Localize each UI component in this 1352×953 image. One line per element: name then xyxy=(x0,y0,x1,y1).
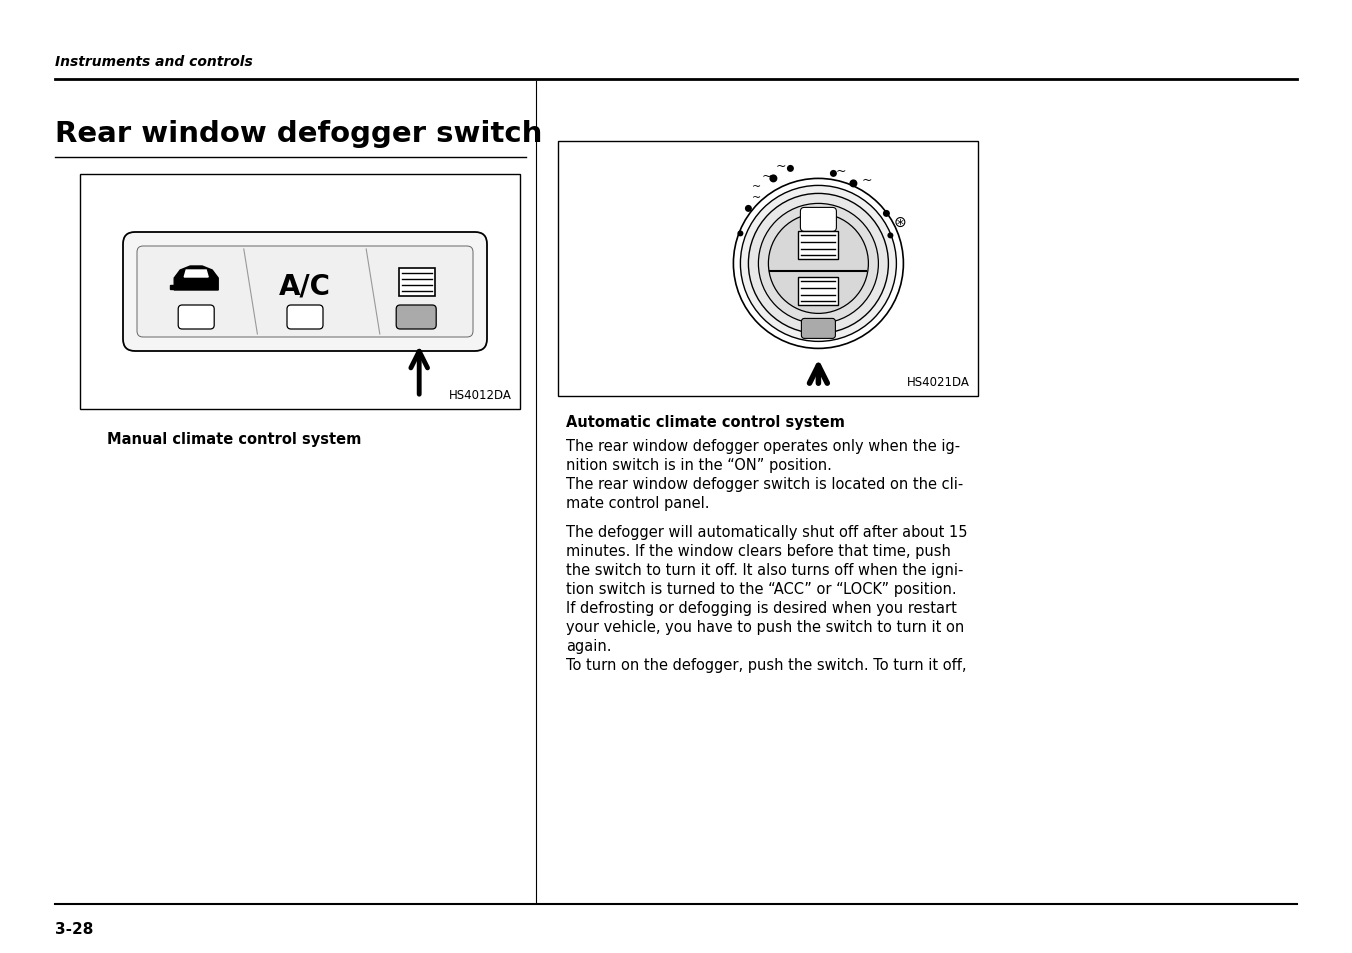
Text: ~: ~ xyxy=(836,165,845,177)
Text: the switch to turn it off. It also turns off when the igni-: the switch to turn it off. It also turns… xyxy=(566,562,964,578)
Text: If defrosting or defogging is desired when you restart: If defrosting or defogging is desired wh… xyxy=(566,600,957,616)
Text: again.: again. xyxy=(566,639,611,654)
Bar xyxy=(558,142,977,396)
FancyBboxPatch shape xyxy=(802,319,836,339)
Bar xyxy=(799,233,838,260)
Text: The defogger will automatically shut off after about 15: The defogger will automatically shut off… xyxy=(566,524,968,539)
Text: HS4012DA: HS4012DA xyxy=(449,389,512,401)
Circle shape xyxy=(830,171,837,177)
Circle shape xyxy=(883,211,890,217)
Circle shape xyxy=(733,179,903,349)
Circle shape xyxy=(769,175,777,183)
Circle shape xyxy=(768,214,868,314)
Text: The rear window defogger switch is located on the cli-: The rear window defogger switch is locat… xyxy=(566,476,963,492)
Text: ~: ~ xyxy=(761,170,772,183)
Text: Automatic climate control system: Automatic climate control system xyxy=(566,415,845,430)
FancyBboxPatch shape xyxy=(396,306,437,330)
Circle shape xyxy=(758,204,879,324)
Text: 3-28: 3-28 xyxy=(55,922,93,937)
Text: Manual climate control system: Manual climate control system xyxy=(107,432,361,447)
Circle shape xyxy=(741,186,896,342)
FancyBboxPatch shape xyxy=(123,233,487,352)
Text: tion switch is turned to the “ACC” or “LOCK” position.: tion switch is turned to the “ACC” or “L… xyxy=(566,581,957,597)
FancyBboxPatch shape xyxy=(800,208,837,233)
Polygon shape xyxy=(174,267,218,291)
Circle shape xyxy=(849,180,857,188)
Text: Instruments and controls: Instruments and controls xyxy=(55,55,253,69)
Text: minutes. If the window clears before that time, push: minutes. If the window clears before tha… xyxy=(566,543,950,558)
Text: A/C: A/C xyxy=(279,273,331,301)
FancyBboxPatch shape xyxy=(287,306,323,330)
FancyBboxPatch shape xyxy=(178,306,214,330)
Circle shape xyxy=(887,233,894,239)
Text: ⊛: ⊛ xyxy=(894,214,907,230)
Text: HS4021DA: HS4021DA xyxy=(907,375,969,389)
Bar xyxy=(80,174,521,410)
Text: nition switch is in the “ON” position.: nition switch is in the “ON” position. xyxy=(566,457,831,473)
Circle shape xyxy=(737,232,744,237)
FancyBboxPatch shape xyxy=(137,247,473,337)
Text: ~: ~ xyxy=(861,173,872,187)
Text: mate control panel.: mate control panel. xyxy=(566,496,710,511)
Text: Rear window defogger switch: Rear window defogger switch xyxy=(55,120,542,148)
Circle shape xyxy=(749,194,888,335)
Text: ~
~: ~ ~ xyxy=(752,181,761,203)
Polygon shape xyxy=(184,271,208,277)
Text: your vehicle, you have to push the switch to turn it on: your vehicle, you have to push the switc… xyxy=(566,619,964,635)
Text: The rear window defogger operates only when the ig-: The rear window defogger operates only w… xyxy=(566,438,960,454)
Polygon shape xyxy=(170,286,174,290)
Bar xyxy=(399,269,435,296)
Circle shape xyxy=(745,206,752,213)
Text: ~: ~ xyxy=(775,160,786,172)
Circle shape xyxy=(787,166,794,172)
Text: To turn on the defogger, push the switch. To turn it off,: To turn on the defogger, push the switch… xyxy=(566,658,967,672)
Bar xyxy=(799,278,838,306)
